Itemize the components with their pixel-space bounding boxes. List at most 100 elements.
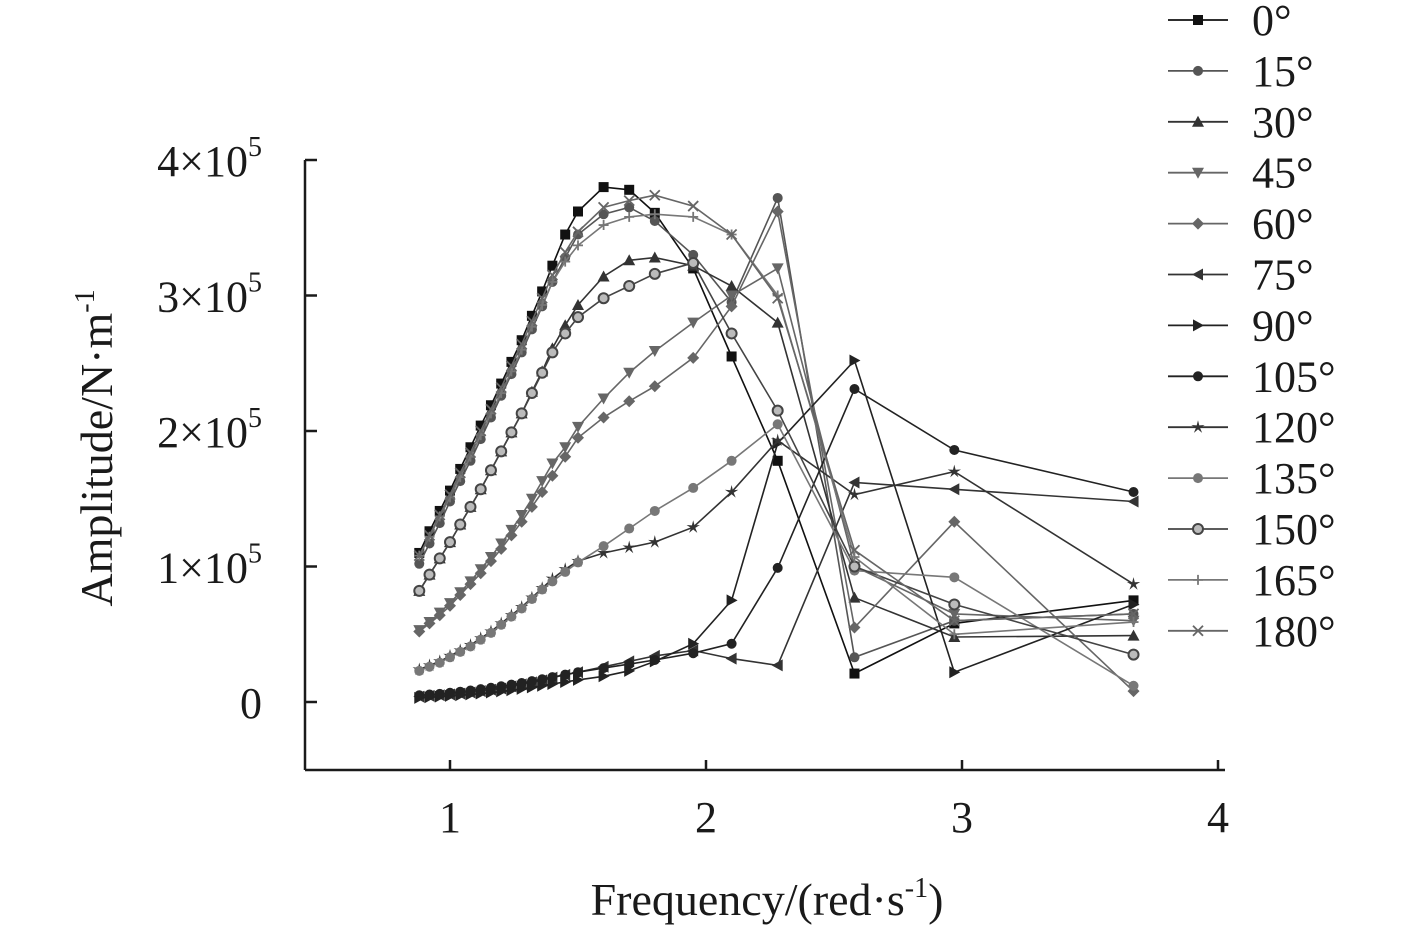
data-point [424, 526, 435, 537]
data-point [455, 646, 466, 657]
series-60° [413, 205, 1140, 698]
data-point [537, 286, 548, 297]
data-point [485, 403, 497, 415]
data-point [505, 529, 518, 542]
data-point [1128, 598, 1140, 611]
data-point [597, 393, 610, 405]
data-point [516, 335, 527, 346]
data-point [948, 615, 960, 627]
data-point [725, 280, 738, 292]
y-tick-label: 1×105 [157, 539, 262, 593]
data-point [547, 260, 558, 271]
data-point [536, 476, 549, 488]
data-point [847, 487, 862, 501]
data-point [1127, 608, 1140, 620]
data-point [546, 469, 559, 482]
data-point [623, 367, 636, 379]
legend-swatch-marker [1192, 523, 1204, 535]
data-point [771, 404, 784, 417]
legend-item: 30° [1168, 98, 1314, 147]
data-point [536, 366, 549, 379]
data-point [772, 192, 783, 203]
data-point [424, 661, 435, 672]
legend-swatch-marker [1193, 473, 1203, 484]
data-point [433, 609, 446, 622]
series-line [419, 387, 1134, 696]
data-point [475, 684, 486, 695]
data-point [725, 290, 738, 302]
data-point [686, 520, 700, 533]
data-point [598, 182, 609, 193]
data-point [622, 540, 636, 554]
legend-item: 45° [1168, 149, 1314, 198]
x-tick-label: 1 [439, 793, 461, 842]
data-point [725, 228, 738, 241]
data-point [474, 483, 487, 496]
data-point [475, 425, 487, 437]
data-point [623, 280, 636, 293]
data-point [649, 189, 661, 201]
data-point [1128, 595, 1139, 606]
data-point [423, 529, 436, 541]
data-point [505, 426, 518, 439]
data-point [772, 419, 783, 430]
data-point [465, 641, 476, 652]
x-axis-title: Frequency/(red·s-1) [591, 873, 944, 925]
legend-swatch-marker [1193, 574, 1203, 585]
legend-label: 105° [1252, 352, 1336, 401]
data-point [624, 202, 635, 213]
data-point [573, 557, 583, 568]
legend-label: 15° [1252, 47, 1314, 96]
y-tick-label-exponent: 5 [248, 132, 262, 163]
data-point [559, 450, 572, 463]
y-tick-label-base: 3×10 [157, 273, 248, 322]
x-tick-label: 4 [1207, 793, 1229, 842]
data-point [506, 356, 517, 367]
data-point [560, 669, 571, 680]
data-point [596, 546, 611, 559]
data-point [572, 311, 584, 324]
data-point [515, 407, 528, 420]
y-tick-label: 4×105 [157, 132, 262, 186]
legend-swatch-marker [1193, 65, 1203, 76]
data-point [687, 200, 699, 212]
legend-label: 120° [1252, 403, 1336, 452]
data-point [623, 395, 636, 408]
data-point [725, 327, 738, 340]
legend-label: 90° [1252, 301, 1314, 350]
data-point [526, 321, 537, 332]
data-point [624, 659, 635, 670]
data-point [1128, 680, 1139, 691]
data-point [537, 674, 548, 685]
data-point [771, 433, 785, 447]
data-point [948, 483, 960, 496]
data-point [687, 317, 700, 329]
data-point [771, 659, 783, 672]
data-point [948, 598, 961, 611]
data-point [848, 476, 860, 489]
data-point [444, 536, 456, 549]
data-point [526, 594, 537, 605]
legend-item: 75° [1168, 251, 1314, 300]
data-point [506, 611, 517, 622]
legend-item: 105° [1168, 352, 1336, 401]
data-point [515, 510, 528, 522]
data-point [597, 292, 610, 305]
data-point [445, 485, 455, 496]
data-point [475, 634, 486, 645]
data-point [454, 518, 467, 531]
data-point [572, 421, 584, 433]
data-point [516, 338, 528, 350]
y-tick-label-exponent: 5 [248, 539, 262, 570]
data-point [688, 482, 699, 493]
series-line [419, 439, 1134, 671]
x-axis-title-suffix: ) [928, 874, 943, 925]
data-point [572, 431, 584, 444]
data-point [505, 360, 518, 372]
data-point [624, 523, 635, 534]
data-point [648, 267, 661, 280]
data-point [414, 690, 425, 701]
data-point [725, 652, 737, 665]
data-point [948, 608, 961, 620]
